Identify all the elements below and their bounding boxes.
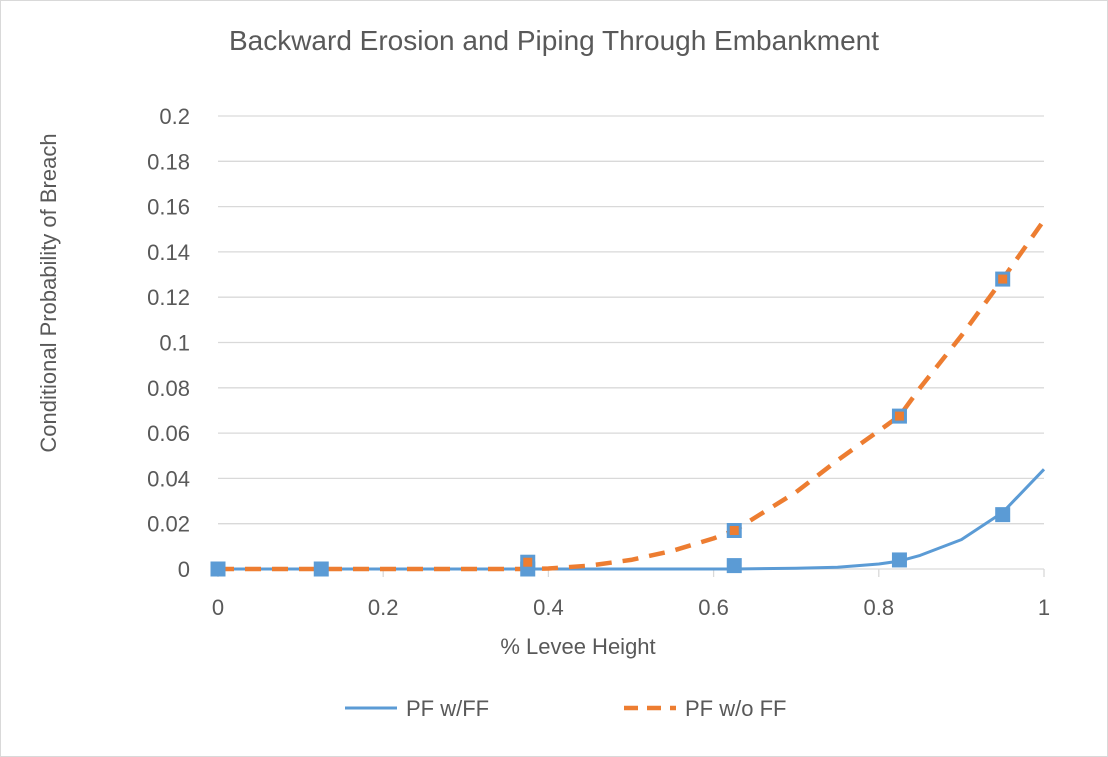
x-tick-label: 0 <box>212 595 224 620</box>
y-tick-label: 0.06 <box>147 421 190 446</box>
legend-label-2: PF w/o FF <box>685 696 786 721</box>
data-point-series-1 <box>995 507 1011 523</box>
y-axis-title: Conditional Probability of Breach <box>36 133 61 452</box>
data-point-inner-series-2 <box>729 525 739 535</box>
chart-title: Backward Erosion and Piping Through Emba… <box>229 25 879 56</box>
y-tick-label: 0.1 <box>159 331 190 356</box>
y-tick-label: 0.2 <box>159 104 190 129</box>
x-axis-title: % Levee Height <box>500 634 655 659</box>
gridlines <box>218 115 1044 525</box>
data-point-series-1 <box>210 561 226 577</box>
series-line-1 <box>218 468 1046 571</box>
y-tick-label: 0.14 <box>147 240 190 265</box>
y-tick-labels: 0 0.02 0.04 0.06 0.08 0.1 0.12 0.14 0.16 0.18 0.2 <box>147 104 190 582</box>
y-tick-label: 0.12 <box>147 285 190 310</box>
x-tick-label: 1 <box>1038 595 1050 620</box>
data-point-series-1 <box>313 561 329 577</box>
y-tick-label: 0.16 <box>147 195 190 220</box>
y-tick-label: 0.08 <box>147 376 190 401</box>
series-line-2 <box>218 218 1046 572</box>
data-point-inner-series-2 <box>894 411 904 421</box>
x-tick-label: 0.4 <box>533 595 564 620</box>
y-tick-label: 0.02 <box>147 512 190 537</box>
legend-label-1: PF w/FF <box>406 696 489 721</box>
x-tick-labels: 0 0.2 0.4 0.6 0.8 1 <box>212 595 1050 620</box>
data-point-series-1 <box>726 558 742 574</box>
y-tick-label: 0.04 <box>147 466 190 491</box>
y-tick-label: 0 <box>178 557 190 582</box>
y-tick-label: 0.18 <box>147 149 190 174</box>
x-tick-label: 0.6 <box>698 595 729 620</box>
data-point-inner-series-2 <box>523 557 533 567</box>
x-tick-label: 0.8 <box>864 595 895 620</box>
data-point-inner-series-2 <box>998 274 1008 284</box>
data-point-series-1 <box>891 552 907 568</box>
legend: PF w/FF PF w/o FF <box>345 696 786 721</box>
series <box>210 218 1046 577</box>
x-tick-label: 0.2 <box>368 595 399 620</box>
